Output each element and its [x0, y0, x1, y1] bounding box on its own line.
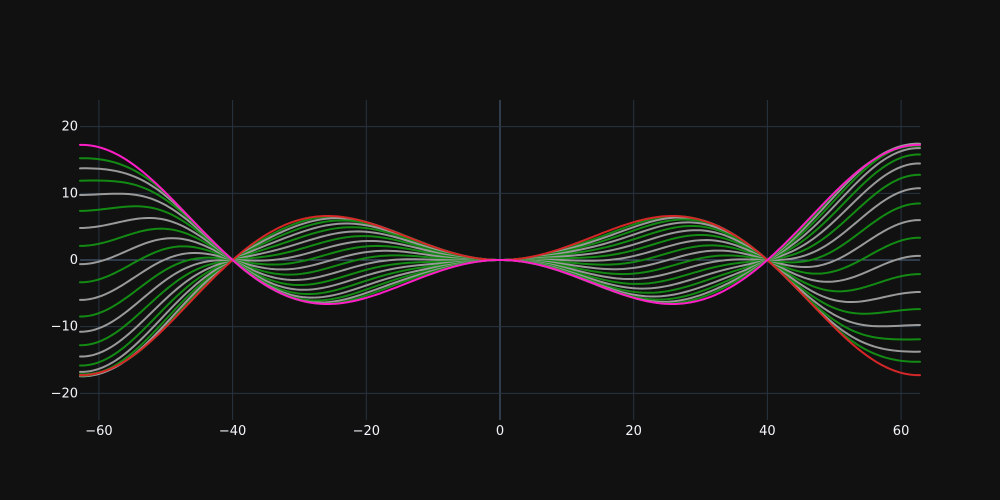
x-tick-label: −60: [85, 424, 112, 439]
x-tick-label: −20: [353, 424, 380, 439]
x-tick-label: −40: [219, 424, 246, 439]
x-tick-label: 60: [893, 424, 910, 439]
series-line-magenta: [79, 143, 921, 305]
axes: −60 −40 −20 0 20 40 60 −20 −10 0 10 20: [51, 120, 910, 439]
x-tick-label: 40: [759, 424, 776, 439]
y-tick-label: 10: [61, 186, 78, 201]
y-tick-label: −10: [51, 320, 78, 335]
y-tick-label: 0: [70, 253, 78, 268]
y-tick-label: 20: [61, 120, 78, 135]
x-tick-label: 0: [496, 424, 504, 439]
series-group: [79, 142, 921, 378]
y-tick-label: −20: [51, 386, 78, 401]
x-tick-label: 20: [625, 424, 642, 439]
